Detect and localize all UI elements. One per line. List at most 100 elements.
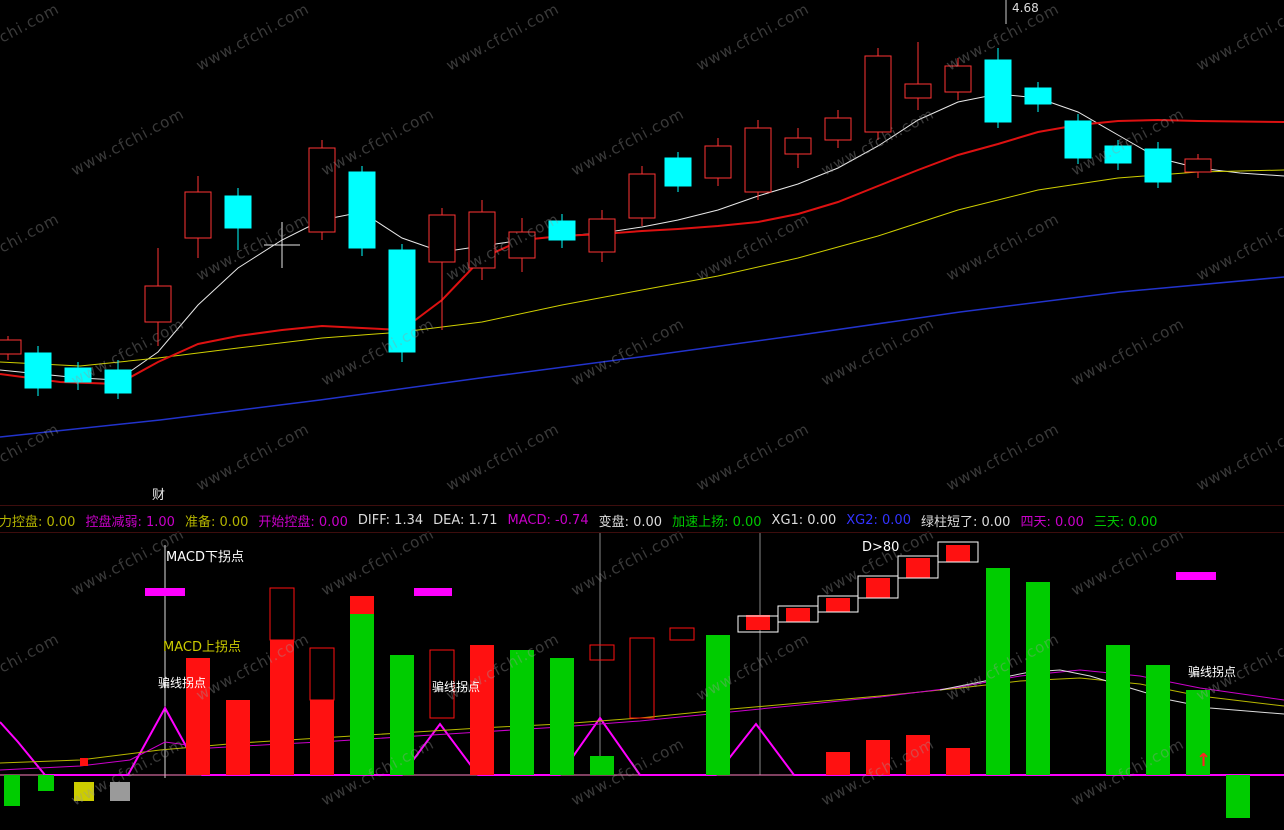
price-callout-label: 4.68: [1012, 1, 1039, 15]
step-box: [817, 595, 859, 613]
hist-bar: [550, 658, 574, 775]
step-box: [937, 541, 979, 563]
ma-long-blue: [0, 276, 1284, 438]
hist-bar: [310, 700, 334, 775]
indicator-sitian: 四天: 0.00: [1020, 514, 1084, 530]
hist-bar-hollow: [669, 627, 695, 641]
hist-bar: [866, 578, 890, 598]
step-box: [737, 615, 779, 633]
candle-body-down: [1024, 87, 1052, 105]
indicator-macd: MACD: -0.74: [507, 512, 589, 528]
indicator-bianpan: 变盘: 0.00: [598, 514, 663, 530]
candle-body-down: [104, 369, 132, 394]
ma-weight-red: [0, 118, 1284, 386]
candle-body-up: [184, 191, 212, 239]
signal-dash: [145, 588, 185, 596]
hist-bar: [1026, 582, 1050, 775]
hist-bar: [510, 650, 534, 775]
hist-bar: [706, 635, 730, 775]
step-box: [777, 605, 819, 623]
candle-body-up: [784, 137, 812, 155]
candle-body-down: [548, 220, 576, 241]
candle-body-up: [1184, 158, 1212, 173]
indicator-dea: DEA: 1.71: [433, 512, 498, 528]
indicator-tab-cai[interactable]: 财: [152, 488, 166, 503]
macd-down-pivot-label: MACD下拐点: [166, 550, 244, 565]
ma-mid-yellow: [0, 169, 1284, 367]
hist-bar: [226, 700, 250, 775]
indicator-xg1: XG1: 0.00: [771, 512, 837, 528]
step-box: [897, 555, 939, 579]
hist-bar-hollow: [429, 649, 455, 719]
indicator-xg2: XG2: 0.00: [846, 512, 911, 528]
hist-bar: [270, 640, 294, 775]
hist-bar: [80, 758, 88, 766]
indicator-kongpan-jianruo: 控盘减弱: 1.00: [85, 514, 175, 530]
hist-bar: [1186, 690, 1210, 775]
candle-body-up: [0, 339, 22, 355]
hist-bar: [4, 775, 20, 806]
candle-body-up: [864, 55, 892, 133]
hist-bar: [590, 756, 614, 775]
macd-up-pivot-label: MACD上拐点: [163, 640, 241, 655]
hist-bar: [186, 658, 210, 775]
hist-bar-hollow: [589, 644, 615, 661]
hist-bar: [826, 598, 850, 612]
candle-body-up: [628, 173, 656, 219]
candle-body-down: [1104, 145, 1132, 164]
hist-bar: [866, 740, 890, 775]
zigzag-magenta: [0, 705, 1284, 776]
indicator-jiasu-shangyang: 加速上扬: 0.00: [672, 514, 762, 530]
candle-body-down: [224, 195, 252, 229]
hist-bar-hollow: [629, 637, 655, 719]
fakeout-pivot-label-3: 骗线拐点: [1188, 665, 1237, 679]
hist-bar: [906, 558, 930, 578]
signal-dash: [1176, 572, 1216, 580]
pane-divider-bottom: [0, 532, 1284, 533]
candle-body-down: [1064, 120, 1092, 159]
fakeout-pivot-label-2: 骗线拐点: [432, 680, 481, 694]
hist-bar-hollow: [309, 647, 335, 701]
candle-body-down: [348, 171, 376, 249]
candle-body-down: [664, 157, 692, 187]
candle-body-up: [704, 145, 732, 179]
hist-bar: [38, 775, 54, 791]
hist-bar: [470, 645, 494, 775]
candle-body-up: [144, 285, 172, 323]
indicator-diff: DIFF: 1.34: [357, 512, 424, 528]
candle-body-up: [468, 211, 496, 269]
candle-body-down: [24, 352, 52, 389]
buy-arrow: ↑: [1196, 750, 1212, 771]
fast-magenta: [0, 669, 1284, 771]
candle-body-up: [744, 127, 772, 193]
fakeout-pivot-label-1: 骗线拐点: [158, 676, 207, 690]
candle-body-up: [944, 65, 972, 93]
hist-bar: [786, 608, 810, 622]
candle-body-up: [904, 83, 932, 99]
signal-dash: [414, 588, 452, 596]
hist-bar: [350, 614, 374, 775]
candle-body-up: [308, 147, 336, 233]
indicator-zhunbei: 准备: 0.00: [184, 514, 249, 530]
hist-bar: [1146, 665, 1170, 775]
hist-bar: [946, 545, 970, 562]
hist-bar-hollow: [269, 587, 295, 641]
hist-bar: [986, 568, 1010, 775]
candle-body-up: [588, 218, 616, 253]
hist-bar: [74, 782, 94, 801]
ma-short-white: [0, 93, 1284, 381]
hist-bar: [946, 748, 970, 775]
pane-divider-top: [0, 505, 1284, 506]
hist-bar: [826, 752, 850, 775]
candle-body-up: [824, 117, 852, 141]
hist-bar: [350, 596, 374, 614]
indicator-status-row: 主力控盘: 0.00 控盘减弱: 1.00 准备: 0.00 开始控盘: 0.00 DI…: [0, 509, 1284, 531]
d80-label: D>80: [862, 540, 900, 555]
candle-body-up: [508, 231, 536, 259]
indicator-santian: 三天: 0.00: [1093, 514, 1158, 530]
hist-bar: [390, 655, 414, 775]
indicator-lvzhu-duanle: 绿柱短了: 0.00: [920, 514, 1011, 530]
hist-bar: [746, 615, 770, 630]
